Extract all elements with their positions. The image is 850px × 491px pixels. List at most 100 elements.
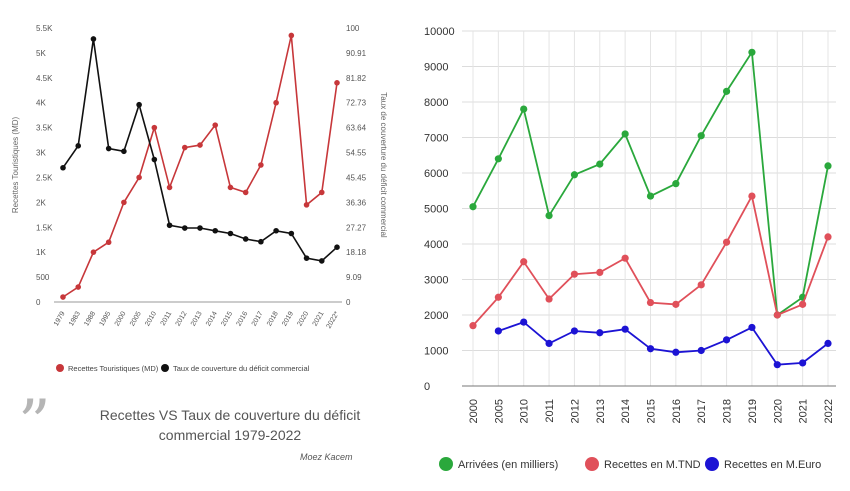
- y-tick-left: 2.5K: [36, 173, 53, 182]
- y-tick-left: 0: [36, 298, 41, 307]
- data-point: [75, 143, 82, 149]
- y-tick-left: 4K: [36, 99, 46, 108]
- x-tick-label: 2021: [312, 310, 326, 327]
- data-point: [166, 222, 173, 229]
- y-tick-right: 0: [346, 298, 351, 307]
- legend-marker: [585, 457, 599, 471]
- data-point: [520, 258, 528, 266]
- y-tick-left: 2K: [36, 198, 46, 207]
- legend-label: Recettes Touristiques (MD): [68, 364, 159, 373]
- data-point: [646, 345, 655, 353]
- y-tick: 6000: [424, 168, 448, 180]
- y-tick-right: 27.27: [346, 223, 367, 232]
- x-tick-label: 2011: [544, 399, 556, 423]
- y-tick: 4000: [424, 239, 448, 251]
- legend-label: Arrivées (en milliers): [458, 459, 558, 471]
- data-point: [596, 268, 604, 276]
- x-tick-label: 2013: [595, 399, 607, 423]
- data-point: [197, 142, 203, 148]
- x-tick-label: 1983: [68, 310, 82, 327]
- data-point: [596, 160, 604, 168]
- x-tick-label: 1979: [53, 310, 67, 327]
- y-tick: 1000: [424, 346, 448, 358]
- legend-label: Recettes en M.Euro: [724, 459, 821, 471]
- x-tick-label: 2015: [646, 399, 658, 423]
- legend-marker: [439, 457, 453, 471]
- data-point: [545, 339, 553, 347]
- data-point: [799, 300, 807, 308]
- y-tick-right: 90.91: [346, 49, 367, 58]
- x-tick-label: 2016: [671, 399, 683, 423]
- data-point: [672, 348, 680, 356]
- data-point: [722, 238, 731, 246]
- x-tick-label: 2012: [175, 310, 189, 327]
- x-tick-label: 2000: [114, 310, 128, 327]
- x-tick-label: 2021: [798, 399, 810, 423]
- data-point: [494, 155, 502, 163]
- legend-marker: [161, 364, 169, 372]
- x-tick-label: 2017: [251, 310, 265, 327]
- y-tick: 10000: [424, 26, 455, 38]
- data-point: [181, 225, 188, 231]
- y-tick-left: 500: [36, 273, 50, 282]
- y-tick: 7000: [424, 133, 448, 145]
- data-point: [722, 87, 731, 95]
- x-tick-label: 2022*: [326, 310, 341, 330]
- x-tick-label: 2011: [160, 310, 174, 327]
- x-tick-label: 2014: [205, 310, 219, 327]
- x-tick-label: 2016: [236, 310, 250, 327]
- data-point: [570, 327, 579, 335]
- data-point: [258, 238, 264, 245]
- data-point: [136, 174, 142, 181]
- data-point: [596, 329, 604, 337]
- right-chart: 0 1000 2000 3000 4000 5000 6000 7000 8000 9000 100…: [424, 26, 836, 471]
- data-point: [545, 212, 553, 220]
- data-point: [773, 361, 781, 369]
- data-point: [151, 124, 158, 131]
- data-point: [75, 284, 82, 290]
- y-tick-right: 54.55: [346, 149, 367, 158]
- y-tick-left: 1K: [36, 248, 46, 257]
- x-tick-label: 2018: [266, 310, 280, 327]
- data-point: [166, 184, 173, 191]
- data-point: [242, 189, 249, 196]
- data-point: [773, 311, 781, 319]
- y-tick: 0: [424, 381, 430, 393]
- data-point: [60, 294, 66, 300]
- x-tick-label: 2013: [190, 310, 204, 327]
- x-tick-label: 2019: [281, 310, 295, 327]
- data-point: [672, 300, 680, 308]
- data-point: [121, 148, 127, 155]
- caption-title-line2: commercial 1979-2022: [158, 427, 302, 443]
- data-point: [570, 171, 579, 179]
- data-point: [469, 322, 477, 330]
- data-point: [136, 101, 142, 108]
- y-tick: 3000: [424, 275, 448, 287]
- x-tick-label: 2005: [129, 310, 143, 327]
- y-tick-right: 9.09: [346, 273, 362, 282]
- y-tick: 5000: [424, 204, 448, 216]
- legend-marker: [56, 364, 64, 372]
- data-point: [258, 162, 264, 168]
- data-point: [621, 130, 629, 138]
- y-tick-left: 5.5K: [36, 24, 53, 33]
- x-tick-label: 2015: [220, 310, 234, 327]
- data-point: [227, 184, 234, 191]
- data-point: [90, 249, 97, 255]
- x-tick-label: 2022: [823, 399, 835, 423]
- data-point: [242, 236, 249, 242]
- data-point: [748, 192, 756, 200]
- data-point: [824, 233, 832, 241]
- data-point: [197, 225, 203, 231]
- x-tick-label: 1995: [99, 310, 113, 327]
- y-tick-left: 3K: [36, 149, 46, 158]
- y-tick-right: 36.36: [346, 198, 367, 207]
- data-point: [520, 318, 528, 326]
- data-point: [273, 227, 279, 234]
- data-point: [748, 323, 756, 332]
- y-tick-right: 18.18: [346, 248, 367, 257]
- y-axis-label-right: Taux de couverture du déficit commercial: [379, 92, 388, 238]
- data-point: [105, 239, 112, 246]
- x-tick-label: 2018: [722, 399, 734, 423]
- y-tick-right: 100: [346, 24, 360, 33]
